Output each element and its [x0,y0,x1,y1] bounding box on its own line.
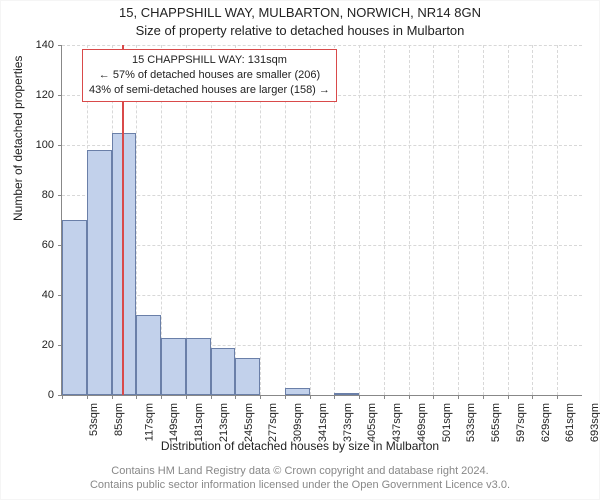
xtick-mark [87,395,88,399]
xtick-mark [359,395,360,399]
gridline-v [483,45,484,395]
ytick-label: 100 [14,139,54,151]
ytick-label: 0 [14,389,54,401]
callout-line3: 43% of semi-detached houses are larger (… [89,83,330,98]
xtick-mark [186,395,187,399]
ytick-mark [58,95,62,96]
histogram-bar [285,388,310,396]
credit-line-1: Contains HM Land Registry data © Crown c… [1,465,599,477]
gridline-h [62,245,582,246]
histogram-bar [62,220,87,395]
xtick-label: 181sqm [193,403,205,442]
xtick-mark [508,395,509,399]
gridline-h [62,145,582,146]
xtick-label: 661sqm [565,403,577,442]
title-address: 15, CHAPPSHILL WAY, MULBARTON, NORWICH, … [1,5,599,20]
xtick-mark [310,395,311,399]
ytick-label: 40 [14,289,54,301]
xtick-mark [409,395,410,399]
histogram-bar [87,150,112,395]
xtick-label: 277sqm [267,403,279,442]
ytick-mark [58,45,62,46]
gridline-v [458,45,459,395]
xtick-mark [285,395,286,399]
ytick-label: 120 [14,89,54,101]
xtick-label: 309sqm [292,403,304,442]
xtick-label: 629sqm [540,403,552,442]
gridline-v [359,45,360,395]
gridline-h [62,45,582,46]
xtick-mark [211,395,212,399]
ytick-mark [58,195,62,196]
xtick-mark [334,395,335,399]
xtick-mark [161,395,162,399]
xtick-mark [235,395,236,399]
xtick-mark [458,395,459,399]
xtick-label: 213sqm [218,403,230,442]
title-subtitle: Size of property relative to detached ho… [1,23,599,38]
histogram-bar [211,348,236,396]
xtick-mark [136,395,137,399]
xtick-label: 693sqm [589,403,600,442]
xtick-mark [112,395,113,399]
xtick-label: 565sqm [490,403,502,442]
chart-container: 15, CHAPPSHILL WAY, MULBARTON, NORWICH, … [0,0,600,500]
histogram-bar [235,358,260,396]
ytick-label: 60 [14,239,54,251]
xtick-mark [433,395,434,399]
gridline-v [409,45,410,395]
histogram-bar [334,393,359,396]
ytick-label: 140 [14,39,54,51]
xtick-label: 85sqm [113,403,125,436]
xtick-mark [384,395,385,399]
xtick-mark [532,395,533,399]
ytick-label: 80 [14,189,54,201]
xtick-mark [557,395,558,399]
xtick-label: 373sqm [342,403,354,442]
histogram-bar [136,315,161,395]
gridline-v [557,45,558,395]
callout-line1: 15 CHAPPSHILL WAY: 131sqm [89,53,330,68]
histogram-bar [161,338,186,396]
gridline-h [62,295,582,296]
gridline-v [508,45,509,395]
xtick-mark [483,395,484,399]
ytick-label: 20 [14,339,54,351]
xtick-label: 597sqm [515,403,527,442]
xtick-label: 533sqm [466,403,478,442]
xtick-label: 501sqm [441,403,453,442]
plot-area: 15 CHAPPSHILL WAY: 131sqm ← 57% of detac… [61,45,582,396]
gridline-h [62,195,582,196]
xtick-label: 469sqm [416,403,428,442]
xtick-label: 437sqm [391,403,403,442]
credit-line-2: Contains public sector information licen… [1,479,599,491]
xtick-mark [260,395,261,399]
ytick-mark [58,145,62,146]
gridline-v [384,45,385,395]
xtick-mark [62,395,63,399]
xtick-label: 117sqm [143,403,155,441]
gridline-v [532,45,533,395]
xtick-label: 405sqm [367,403,379,442]
gridline-v [433,45,434,395]
xtick-label: 149sqm [168,403,180,442]
xtick-label: 341sqm [317,403,329,442]
callout-box: 15 CHAPPSHILL WAY: 131sqm ← 57% of detac… [82,49,337,102]
xtick-label: 245sqm [243,403,255,442]
histogram-bar [186,338,211,396]
xtick-label: 53sqm [88,403,100,436]
callout-line2: ← 57% of detached houses are smaller (20… [89,68,330,83]
